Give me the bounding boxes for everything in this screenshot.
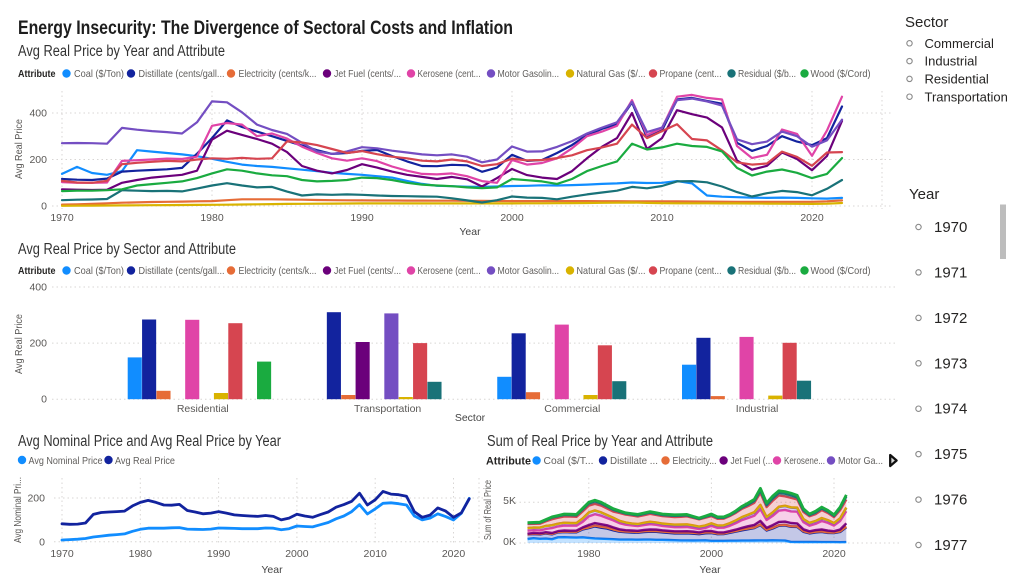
svg-text:Sum of Real Price: Sum of Real Price [483, 480, 494, 540]
svg-text:1972: 1972 [934, 310, 967, 327]
svg-text:Distillate ...: Distillate ... [610, 455, 658, 467]
svg-text:Propane (cent...: Propane (cent... [660, 265, 722, 277]
svg-text:Year: Year [261, 564, 283, 576]
svg-text:Kerosene (cent...: Kerosene (cent... [418, 265, 481, 277]
svg-text:Residual ($/b...: Residual ($/b... [738, 68, 796, 80]
svg-text:Avg Nominal Price and Avg Real: Avg Nominal Price and Avg Real Price by … [18, 433, 281, 450]
svg-text:1990: 1990 [350, 212, 374, 224]
svg-text:400: 400 [29, 282, 47, 294]
svg-text:200: 200 [29, 338, 47, 350]
svg-text:5K: 5K [503, 495, 516, 507]
svg-text:400: 400 [29, 108, 47, 120]
svg-text:Industrial: Industrial [925, 54, 978, 69]
svg-text:2000: 2000 [500, 212, 524, 224]
svg-text:1977: 1977 [934, 537, 967, 554]
svg-text:Commercial: Commercial [925, 36, 994, 51]
svg-text:1980: 1980 [577, 548, 601, 560]
svg-text:1970: 1970 [934, 219, 967, 236]
svg-text:Avg Real Price by Year and Att: Avg Real Price by Year and Attribute [18, 43, 225, 60]
svg-text:Kerosene...: Kerosene... [784, 455, 825, 467]
svg-text:Residential: Residential [925, 72, 989, 87]
svg-text:Attribute: Attribute [486, 456, 531, 468]
svg-text:Avg Nominal Price: Avg Nominal Price [29, 455, 103, 467]
svg-text:0: 0 [41, 201, 47, 213]
svg-text:Avg Real Price: Avg Real Price [115, 455, 175, 467]
svg-text:Coal ($/Ton): Coal ($/Ton) [74, 68, 124, 80]
svg-text:Avg Real Price: Avg Real Price [14, 314, 25, 374]
svg-text:Year: Year [459, 226, 481, 238]
svg-text:Coal ($/T...: Coal ($/T... [544, 455, 594, 467]
svg-text:Distillate (cents/gall...: Distillate (cents/gall... [139, 265, 225, 277]
svg-text:Commercial: Commercial [544, 403, 600, 415]
svg-text:1976: 1976 [934, 492, 967, 509]
svg-text:Sum of Real Price by Year and: Sum of Real Price by Year and Attribute [487, 433, 713, 450]
svg-text:Motor Gasolin...: Motor Gasolin... [498, 68, 560, 80]
svg-text:2010: 2010 [364, 548, 388, 560]
svg-text:Wood ($/Cord): Wood ($/Cord) [811, 68, 871, 80]
svg-text:Electricity (cents/k...: Electricity (cents/k... [239, 265, 317, 277]
svg-text:200: 200 [29, 154, 47, 166]
svg-text:Sector: Sector [455, 412, 486, 424]
svg-text:Energy Insecurity: The Diverge: Energy Insecurity: The Divergence of Sec… [18, 17, 513, 39]
svg-text:Jet Fuel (...: Jet Fuel (... [731, 455, 773, 467]
svg-text:Industrial: Industrial [736, 403, 779, 415]
svg-text:2020: 2020 [822, 548, 846, 560]
svg-text:Transportation: Transportation [925, 89, 1008, 104]
svg-text:Jet Fuel (cents/...: Jet Fuel (cents/... [334, 68, 401, 80]
svg-text:Year: Year [909, 186, 939, 203]
svg-text:1975: 1975 [934, 446, 967, 463]
svg-text:0: 0 [39, 536, 45, 548]
svg-text:Coal ($/Ton): Coal ($/Ton) [74, 265, 124, 277]
svg-text:Transportation: Transportation [354, 403, 421, 415]
svg-text:Attribute: Attribute [18, 68, 56, 80]
svg-text:1980: 1980 [129, 548, 153, 560]
svg-text:1971: 1971 [934, 264, 967, 281]
svg-text:Kerosene (cent...: Kerosene (cent... [418, 68, 481, 80]
svg-text:Sector: Sector [905, 14, 948, 31]
svg-text:Wood ($/Cord): Wood ($/Cord) [811, 265, 871, 277]
svg-text:2020: 2020 [442, 548, 466, 560]
svg-text:1970: 1970 [50, 548, 74, 560]
svg-text:1973: 1973 [934, 355, 967, 372]
svg-text:Motor Gasolin...: Motor Gasolin... [498, 265, 560, 277]
svg-text:200: 200 [27, 493, 45, 505]
svg-text:0: 0 [41, 394, 47, 406]
svg-text:Natural Gas ($/...: Natural Gas ($/... [577, 68, 646, 80]
svg-text:Avg Real Price by Sector and A: Avg Real Price by Sector and Attribute [18, 241, 236, 258]
svg-text:Electricity...: Electricity... [673, 455, 717, 467]
svg-text:Attribute: Attribute [18, 265, 56, 277]
svg-text:Residual ($/b...: Residual ($/b... [738, 265, 796, 277]
svg-text:Propane (cent...: Propane (cent... [660, 68, 722, 80]
svg-text:Distillate (cents/gall...: Distillate (cents/gall... [139, 68, 225, 80]
svg-text:2000: 2000 [285, 548, 309, 560]
svg-text:Jet Fuel (cents/...: Jet Fuel (cents/... [334, 265, 401, 277]
svg-text:Avg Nominal Pri...: Avg Nominal Pri... [13, 477, 24, 543]
svg-text:1990: 1990 [207, 548, 231, 560]
svg-text:Avg Real Price: Avg Real Price [14, 119, 25, 179]
svg-text:2010: 2010 [650, 212, 674, 224]
svg-text:Motor Ga...: Motor Ga... [838, 455, 883, 467]
svg-text:Residential: Residential [177, 403, 229, 415]
svg-text:Electricity (cents/k...: Electricity (cents/k... [239, 68, 317, 80]
svg-text:1980: 1980 [200, 212, 224, 224]
svg-text:Natural Gas ($/...: Natural Gas ($/... [577, 265, 646, 277]
svg-text:1970: 1970 [50, 212, 74, 224]
svg-text:2000: 2000 [700, 548, 724, 560]
svg-text:1974: 1974 [934, 401, 967, 418]
svg-text:Year: Year [699, 564, 721, 576]
svg-text:2020: 2020 [800, 212, 824, 224]
svg-text:0K: 0K [503, 536, 516, 548]
